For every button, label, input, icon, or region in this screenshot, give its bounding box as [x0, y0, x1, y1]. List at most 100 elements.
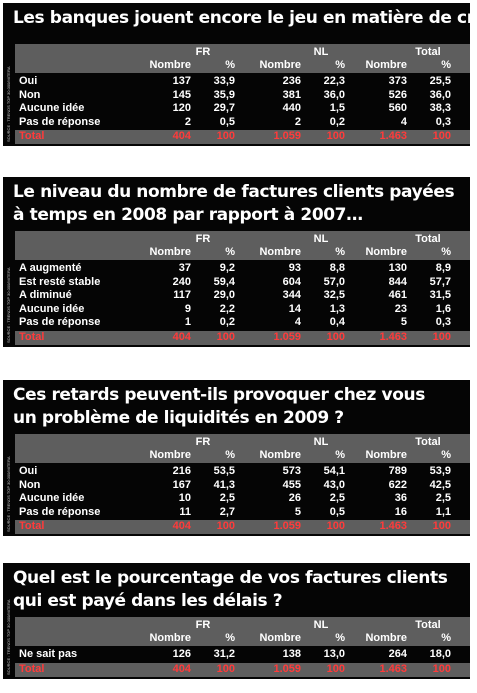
cell: 264 — [388, 648, 407, 660]
cell: 120 — [172, 102, 191, 114]
group-header: NL — [313, 619, 329, 631]
group-header: Total — [415, 619, 441, 631]
group-header: NL — [313, 46, 329, 58]
column-header: % — [441, 449, 451, 461]
row-label: Oui — [19, 75, 38, 87]
cell: 93 — [288, 262, 301, 274]
cell: 8,9 — [435, 262, 451, 274]
cell: 0,3 — [435, 316, 451, 328]
column-header: % — [225, 59, 235, 71]
total-cell: 404 — [172, 330, 191, 343]
cell: 41,3 — [213, 478, 235, 491]
cell: 5 — [400, 316, 407, 328]
cell: 5 — [294, 505, 301, 518]
total-cell: 1.059 — [273, 662, 301, 675]
total-cell: 100 — [216, 130, 235, 142]
cell: 38,3 — [429, 102, 451, 114]
row-label: A augmenté — [19, 262, 82, 274]
column-header: % — [335, 632, 345, 644]
table-panel: Les banques jouent encore le jeu en mati… — [3, 3, 477, 146]
total-band — [15, 520, 470, 534]
cell: 2,7 — [219, 505, 235, 518]
header-band — [15, 231, 470, 260]
column-header: % — [225, 246, 235, 258]
column-header: % — [225, 449, 235, 461]
column-header: Nombre — [365, 449, 407, 461]
cell: 36,0 — [429, 88, 451, 101]
row-label: Non — [19, 88, 41, 101]
total-band — [15, 662, 470, 677]
cell: 31,5 — [429, 289, 451, 301]
column-header: % — [335, 246, 345, 258]
cell: 25,5 — [429, 75, 451, 87]
table-panel: Quel est le pourcentage de vos factures … — [3, 563, 470, 679]
row-label: Aucune idée — [19, 492, 85, 504]
column-header: Nombre — [259, 632, 301, 644]
cell: 2,5 — [329, 492, 345, 504]
panel-title: qui est payé dans les délais ? — [13, 591, 283, 611]
cell: 440 — [282, 102, 301, 114]
cell: 2,2 — [219, 302, 235, 315]
cell: 33,9 — [213, 75, 235, 87]
total-cell: 100 — [216, 330, 235, 343]
row-label: Aucune idée — [19, 102, 85, 114]
row-label: Ne sait pas — [19, 648, 78, 660]
cell: 4 — [294, 316, 301, 328]
total-cell: 404 — [172, 662, 191, 675]
cell: 43,0 — [323, 478, 345, 491]
column-header: % — [441, 632, 451, 644]
cell: 145 — [172, 88, 191, 101]
column-header: Nombre — [365, 246, 407, 258]
group-header: FR — [195, 436, 211, 448]
cell: 167 — [172, 478, 191, 491]
column-header: Nombre — [365, 59, 407, 71]
cell: 560 — [388, 102, 407, 114]
total-cell: 100 — [432, 130, 451, 142]
cell: 1,3 — [329, 302, 345, 315]
cell: 1 — [184, 316, 191, 328]
cell: 1,1 — [435, 505, 451, 518]
row-label: A diminué — [19, 289, 72, 301]
cell: 22,3 — [323, 75, 345, 87]
panel-title: Les banques jouent encore le jeu en mati… — [13, 8, 477, 28]
cell: 23 — [394, 302, 407, 315]
total-cell: 1.463 — [379, 520, 407, 532]
cell: 36 — [394, 492, 407, 504]
total-cell: 100 — [326, 662, 345, 675]
column-header: Nombre — [259, 59, 301, 71]
total-cell: 1.463 — [379, 130, 407, 142]
total-label: Total — [19, 662, 45, 675]
total-cell: 1.059 — [273, 520, 301, 532]
total-cell: 100 — [216, 520, 235, 532]
cell: 789 — [388, 465, 407, 477]
cell: 138 — [282, 648, 301, 660]
header-band — [15, 434, 470, 463]
total-cell: 100 — [326, 330, 345, 343]
cell: 573 — [282, 465, 301, 477]
row-label: Non — [19, 478, 41, 491]
cell: 29,0 — [213, 289, 235, 301]
cell: 844 — [388, 275, 407, 288]
total-band — [15, 130, 470, 144]
source-note: SOURCE : TRENDS TOP 30.000/MITERA — [6, 598, 11, 675]
cell: 240 — [172, 275, 191, 288]
cell: 18,0 — [429, 648, 451, 660]
group-header: Total — [415, 436, 441, 448]
column-header: % — [225, 632, 235, 644]
cell: 16 — [394, 505, 407, 518]
cell: 622 — [388, 478, 407, 491]
panel-title: à temps en 2008 par rapport à 2007… — [13, 205, 363, 225]
total-cell: 404 — [172, 520, 191, 532]
cell: 53,9 — [429, 465, 451, 477]
column-header: % — [335, 59, 345, 71]
source-note: SOURCE : TRENDS TOP 30.000/MITERA — [6, 66, 11, 142]
cell: 2,5 — [219, 492, 235, 504]
cell: 0,4 — [329, 316, 345, 328]
panel-title: Le niveau du nombre de factures clients … — [13, 182, 455, 202]
header-band — [15, 617, 470, 646]
cell: 10 — [178, 492, 191, 504]
column-header: Nombre — [259, 449, 301, 461]
column-header: % — [441, 246, 451, 258]
row-label: Aucune idée — [19, 302, 85, 315]
total-label: Total — [19, 520, 45, 532]
